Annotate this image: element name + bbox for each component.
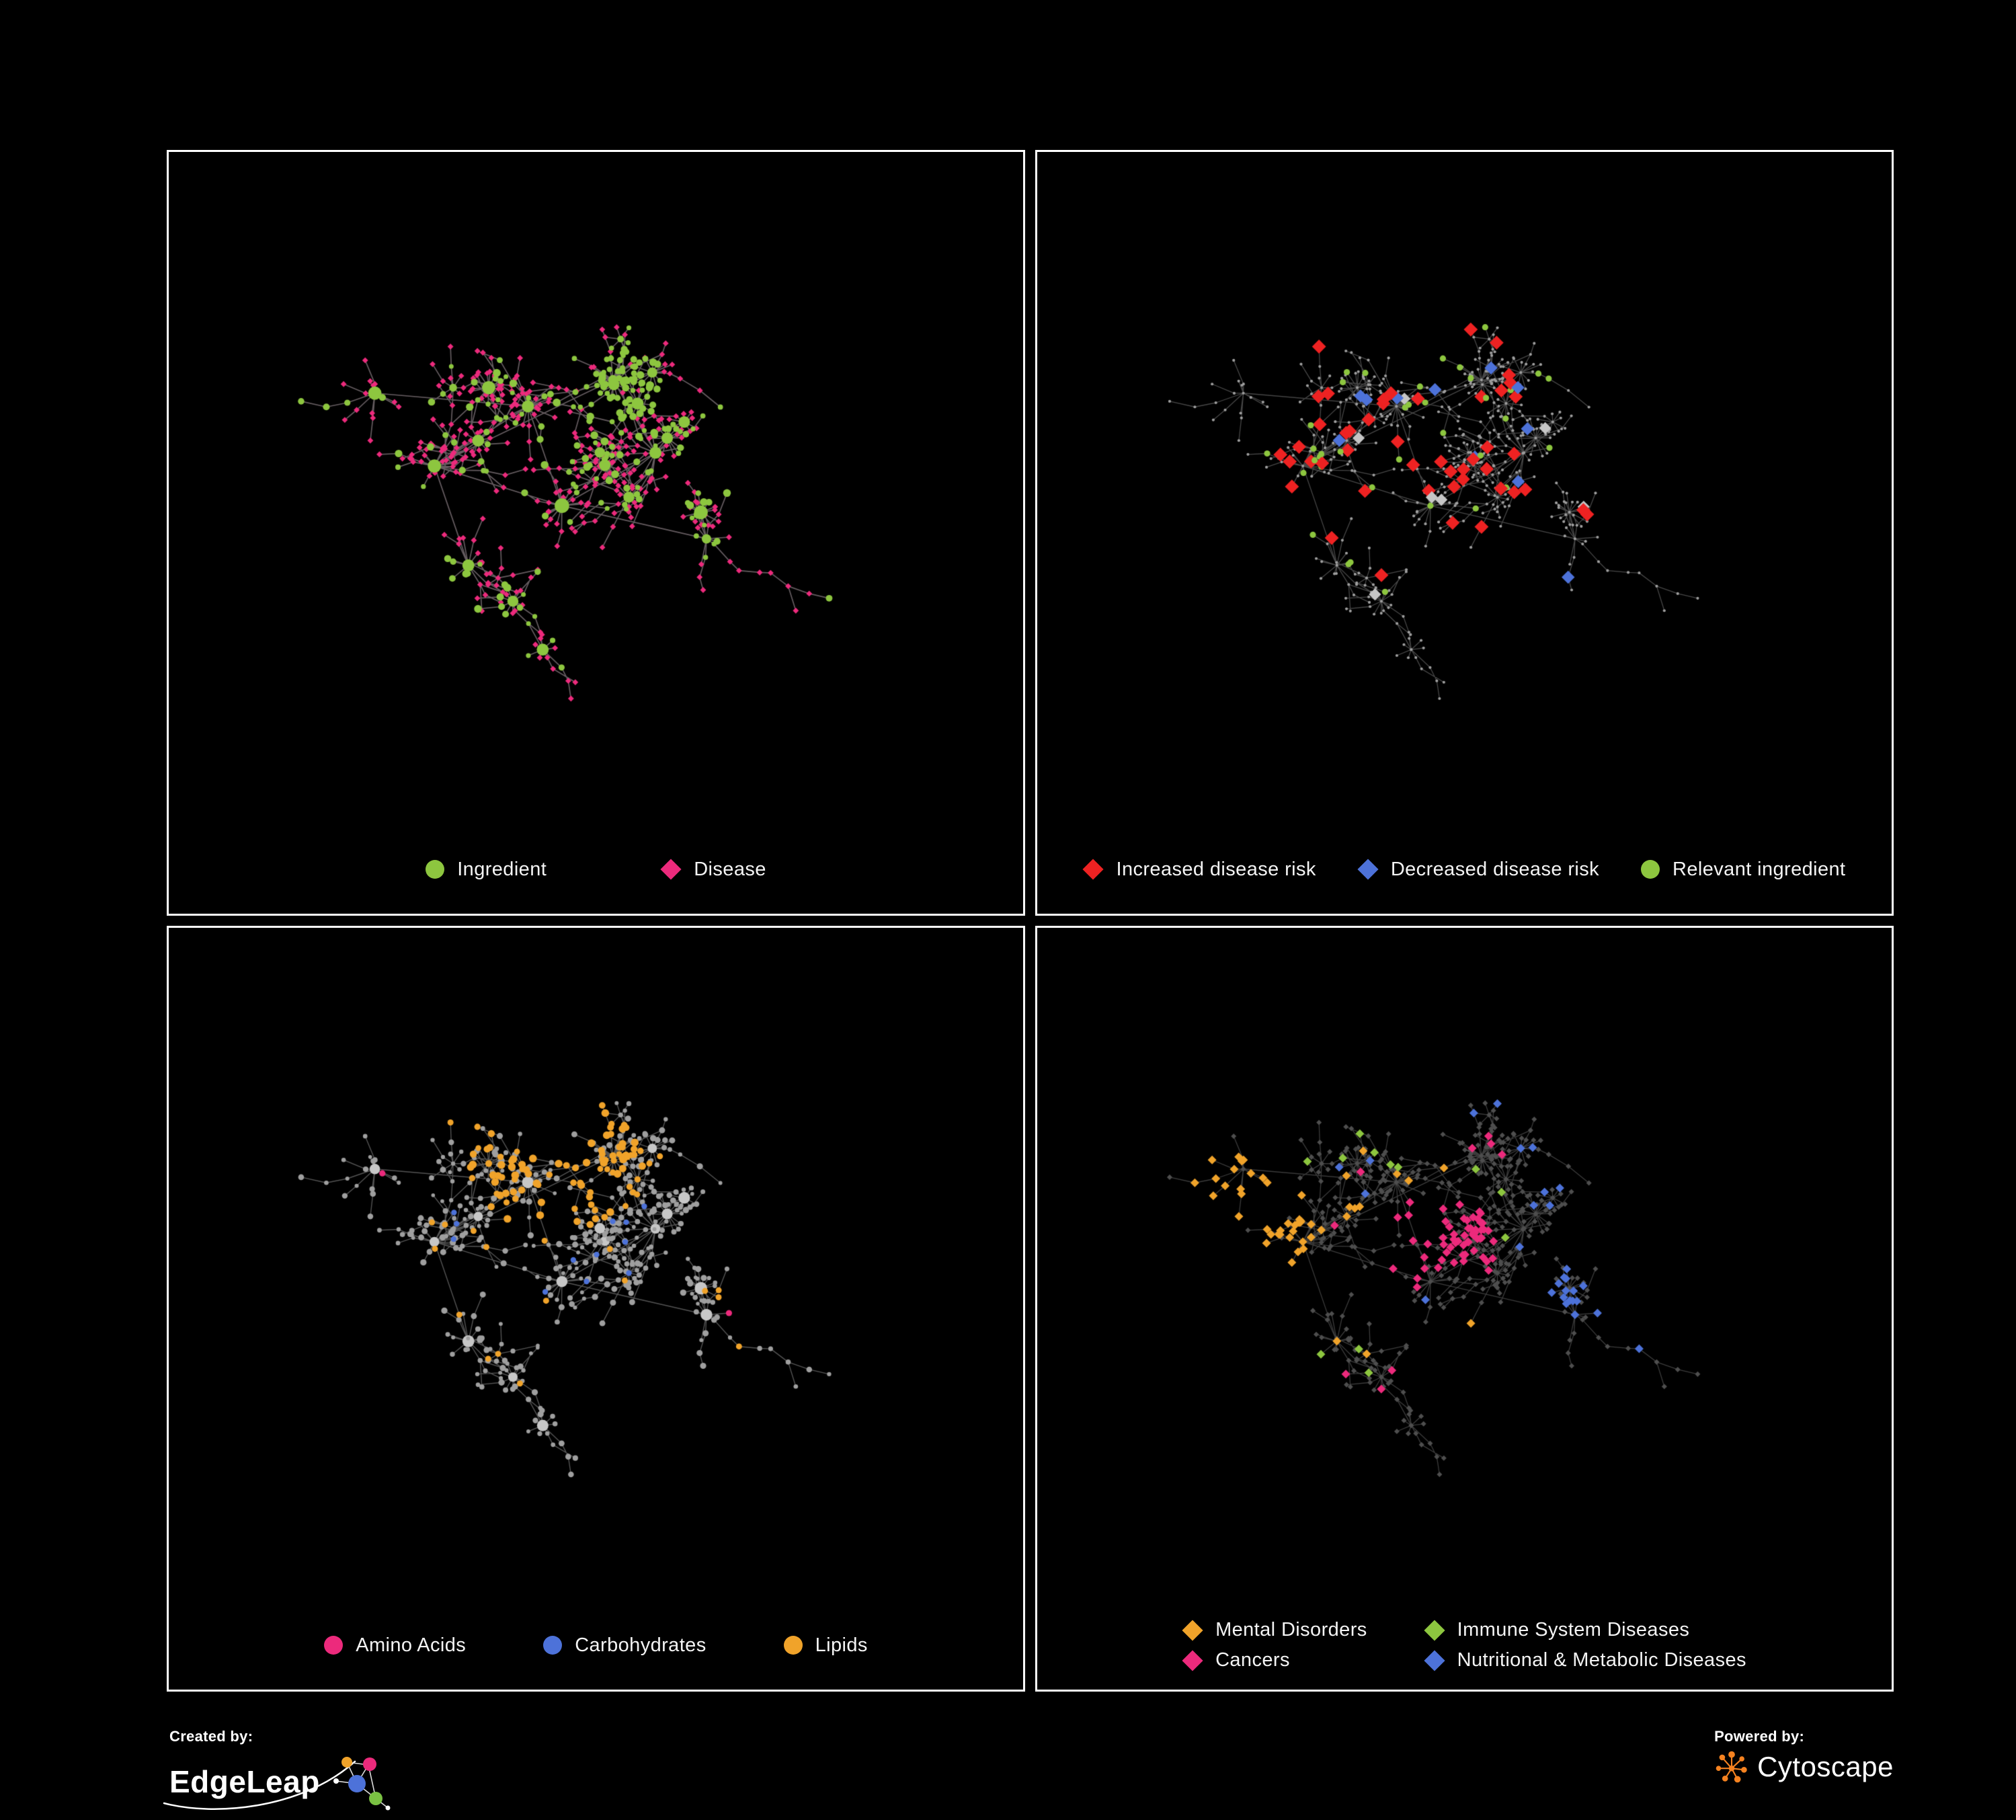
legend-item-relevant-ingredient: Relevant ingredient bbox=[1641, 859, 1845, 881]
legend-label: Increased disease risk bbox=[1116, 858, 1316, 880]
ingredient-disease-network-canvas bbox=[171, 161, 1021, 824]
disease-diamond-icon bbox=[660, 859, 682, 880]
legend-ingredient-disease: Ingredient Disease bbox=[426, 834, 766, 904]
decreased-risk-diamond-icon bbox=[1357, 859, 1379, 880]
legend-label: Disease bbox=[694, 858, 766, 880]
legend-label: Mental Disorders bbox=[1215, 1619, 1367, 1640]
metabolic-diseases-diamond-icon bbox=[1424, 1649, 1445, 1671]
edgeleap-logo-icon bbox=[333, 1756, 391, 1810]
legend-label: Immune System Diseases bbox=[1457, 1619, 1690, 1640]
immune-diseases-diamond-icon bbox=[1424, 1619, 1445, 1641]
macronutrient-network-canvas bbox=[171, 937, 1021, 1599]
legend-label: Relevant ingredient bbox=[1672, 858, 1846, 880]
carbohydrates-circle-icon bbox=[543, 1636, 563, 1655]
panel-macronutrient-network: Amino Acids Carbohydrates Lipids bbox=[167, 926, 1025, 1692]
disease-risk-network-canvas bbox=[1039, 161, 1890, 824]
legend-label: Nutritional & Metabolic Diseases bbox=[1457, 1649, 1746, 1671]
legend-label: Amino Acids bbox=[356, 1634, 467, 1656]
created-by-label: Created by: bbox=[169, 1728, 253, 1745]
cytoscape-brand-row: Cytoscape bbox=[1714, 1749, 1894, 1784]
legend-item-carbohydrates: Carbohydrates bbox=[543, 1634, 706, 1657]
disease-category-network-canvas bbox=[1039, 937, 1890, 1599]
edgeleap-swoosh-icon bbox=[163, 1760, 356, 1810]
increased-risk-diamond-icon bbox=[1082, 859, 1104, 880]
legend-label: Ingredient bbox=[457, 858, 547, 880]
edgeleap-brand-row: EdgeLeap bbox=[163, 1748, 395, 1815]
cytoscape-logo-icon bbox=[1716, 1751, 1747, 1783]
legend-item-mental-disorders: Mental Disorders bbox=[1182, 1619, 1367, 1641]
cancers-diamond-icon bbox=[1182, 1649, 1203, 1671]
legend-label: Cancers bbox=[1215, 1649, 1290, 1671]
panel-disease-category-network: Mental Disorders Immune System Diseases … bbox=[1035, 926, 1894, 1692]
panel-disease-risk-network: Increased disease risk Decreased disease… bbox=[1035, 150, 1894, 916]
legend-item-lipids: Lipids bbox=[783, 1634, 868, 1657]
powered-by-label: Powered by: bbox=[1714, 1728, 1805, 1745]
cytoscape-credit: Powered by: bbox=[1714, 1728, 1894, 1784]
legend-item-amino-acids: Amino Acids bbox=[324, 1634, 466, 1657]
legend-item-cancers: Cancers bbox=[1182, 1649, 1367, 1671]
relevant-ingredient-circle-icon bbox=[1641, 860, 1660, 879]
legend-disease-risk: Increased disease risk Decreased disease… bbox=[1082, 834, 1845, 904]
legend-label: Lipids bbox=[815, 1634, 868, 1656]
ingredient-circle-icon bbox=[426, 860, 445, 879]
panel-grid: Ingredient Disease Increased disease ris… bbox=[167, 150, 1894, 1692]
legend-macronutrients: Amino Acids Carbohydrates Lipids bbox=[324, 1610, 868, 1680]
legend-item-ingredient: Ingredient bbox=[426, 859, 547, 881]
legend-item-increased-risk: Increased disease risk bbox=[1082, 858, 1316, 881]
legend-item-decreased-risk: Decreased disease risk bbox=[1357, 858, 1600, 881]
legend-label: Carbohydrates bbox=[575, 1634, 707, 1656]
legend-item-nutritional-metabolic-diseases: Nutritional & Metabolic Diseases bbox=[1424, 1649, 1746, 1671]
edgeleap-credit: Created by: EdgeLeap bbox=[163, 1728, 395, 1815]
lipids-circle-icon bbox=[783, 1636, 803, 1655]
amino-acids-circle-icon bbox=[324, 1636, 344, 1655]
cytoscape-wordmark: Cytoscape bbox=[1757, 1751, 1894, 1782]
legend-item-disease: Disease bbox=[660, 858, 766, 881]
legend-label: Decreased disease risk bbox=[1390, 858, 1600, 880]
panel-ingredient-disease-network: Ingredient Disease bbox=[167, 150, 1025, 916]
mental-disorders-diamond-icon bbox=[1182, 1619, 1203, 1641]
legend-disease-categories: Mental Disorders Immune System Diseases … bbox=[1182, 1610, 1746, 1680]
legend-item-immune-system-diseases: Immune System Diseases bbox=[1424, 1619, 1746, 1641]
edgeleap-wordmark: EdgeLeap bbox=[169, 1764, 320, 1799]
